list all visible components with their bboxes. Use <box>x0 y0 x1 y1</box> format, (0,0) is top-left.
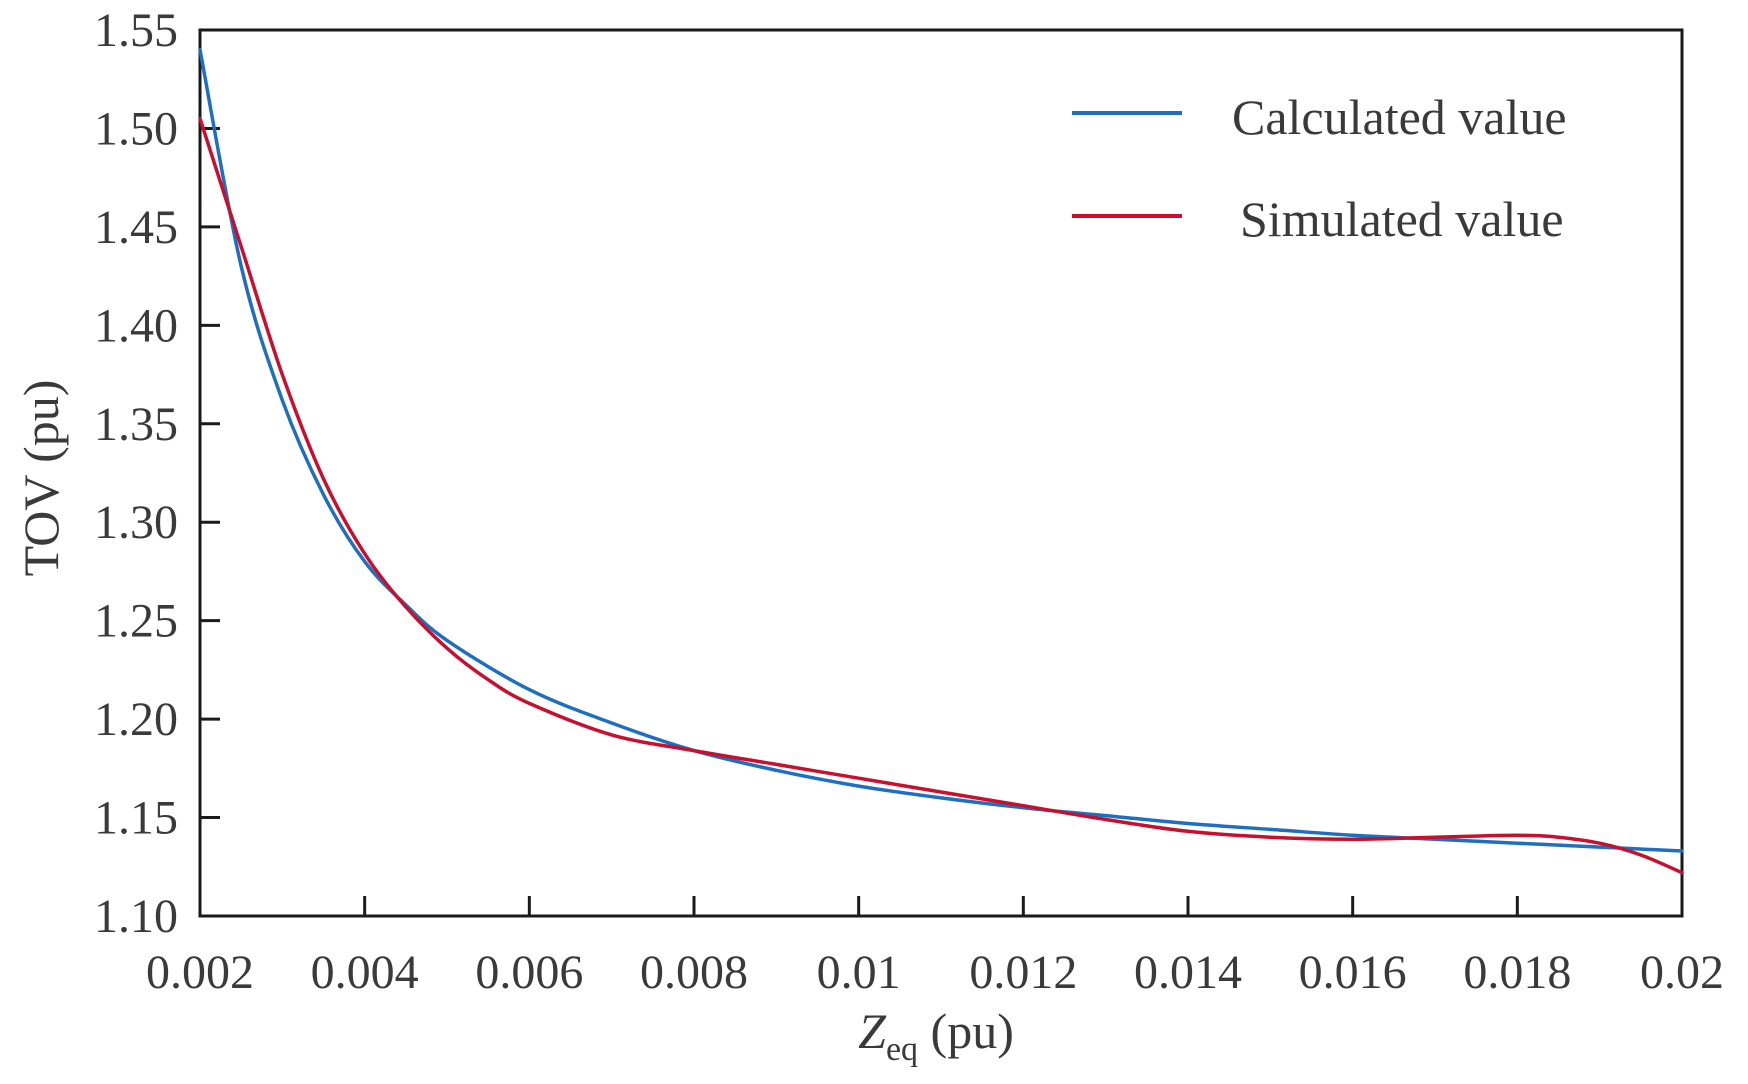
x-tick-label: 0.008 <box>640 946 748 999</box>
legend: Calculated value Simulated value <box>1072 89 1567 247</box>
y-tick-label: 1.35 <box>94 398 178 451</box>
plot-area-frame <box>198 28 1684 918</box>
x-tick-label: 0.016 <box>1299 946 1407 999</box>
y-tick-label: 1.45 <box>94 201 178 254</box>
y-tick-label: 1.55 <box>94 4 178 57</box>
legend-label-calculated: Calculated value <box>1232 89 1567 145</box>
x-tick-label: 0.02 <box>1640 946 1724 999</box>
y-axis-ticks: 1.10 1.15 1.20 1.25 1.30 1.35 1.40 1.45 1.50 1.55 <box>94 4 220 943</box>
series-line-simulated <box>198 116 1684 875</box>
legend-label-simulated: Simulated value <box>1240 191 1564 247</box>
y-tick-label: 1.20 <box>94 693 178 746</box>
x-tick-label: 0.01 <box>817 946 901 999</box>
y-tick-label: 1.30 <box>94 496 178 549</box>
y-tick-label: 1.40 <box>94 299 178 352</box>
y-tick-label: 1.50 <box>94 102 178 155</box>
x-axis-ticks: 0.002 0.004 0.006 0.008 0.01 0.012 0.014 0.016 0… <box>146 896 1724 999</box>
x-axis-title-main: Z <box>858 1003 887 1059</box>
y-axis-title: TOV (pu) <box>13 380 69 577</box>
x-tick-label: 0.014 <box>1134 946 1242 999</box>
x-axis-title: Zeq (pu) <box>858 1003 1014 1068</box>
y-tick-label: 1.25 <box>94 595 178 648</box>
x-tick-label: 0.006 <box>475 946 583 999</box>
y-tick-label: 1.10 <box>94 890 178 943</box>
x-tick-label: 0.004 <box>311 946 419 999</box>
x-tick-label: 0.018 <box>1463 946 1571 999</box>
x-axis-title-subscript: eq <box>886 1031 918 1068</box>
x-tick-label: 0.002 <box>146 946 254 999</box>
x-axis-title-unit: (pu) <box>918 1003 1014 1059</box>
y-tick-label: 1.15 <box>94 792 178 845</box>
x-tick-label: 0.012 <box>969 946 1077 999</box>
series-layer <box>198 47 1684 875</box>
